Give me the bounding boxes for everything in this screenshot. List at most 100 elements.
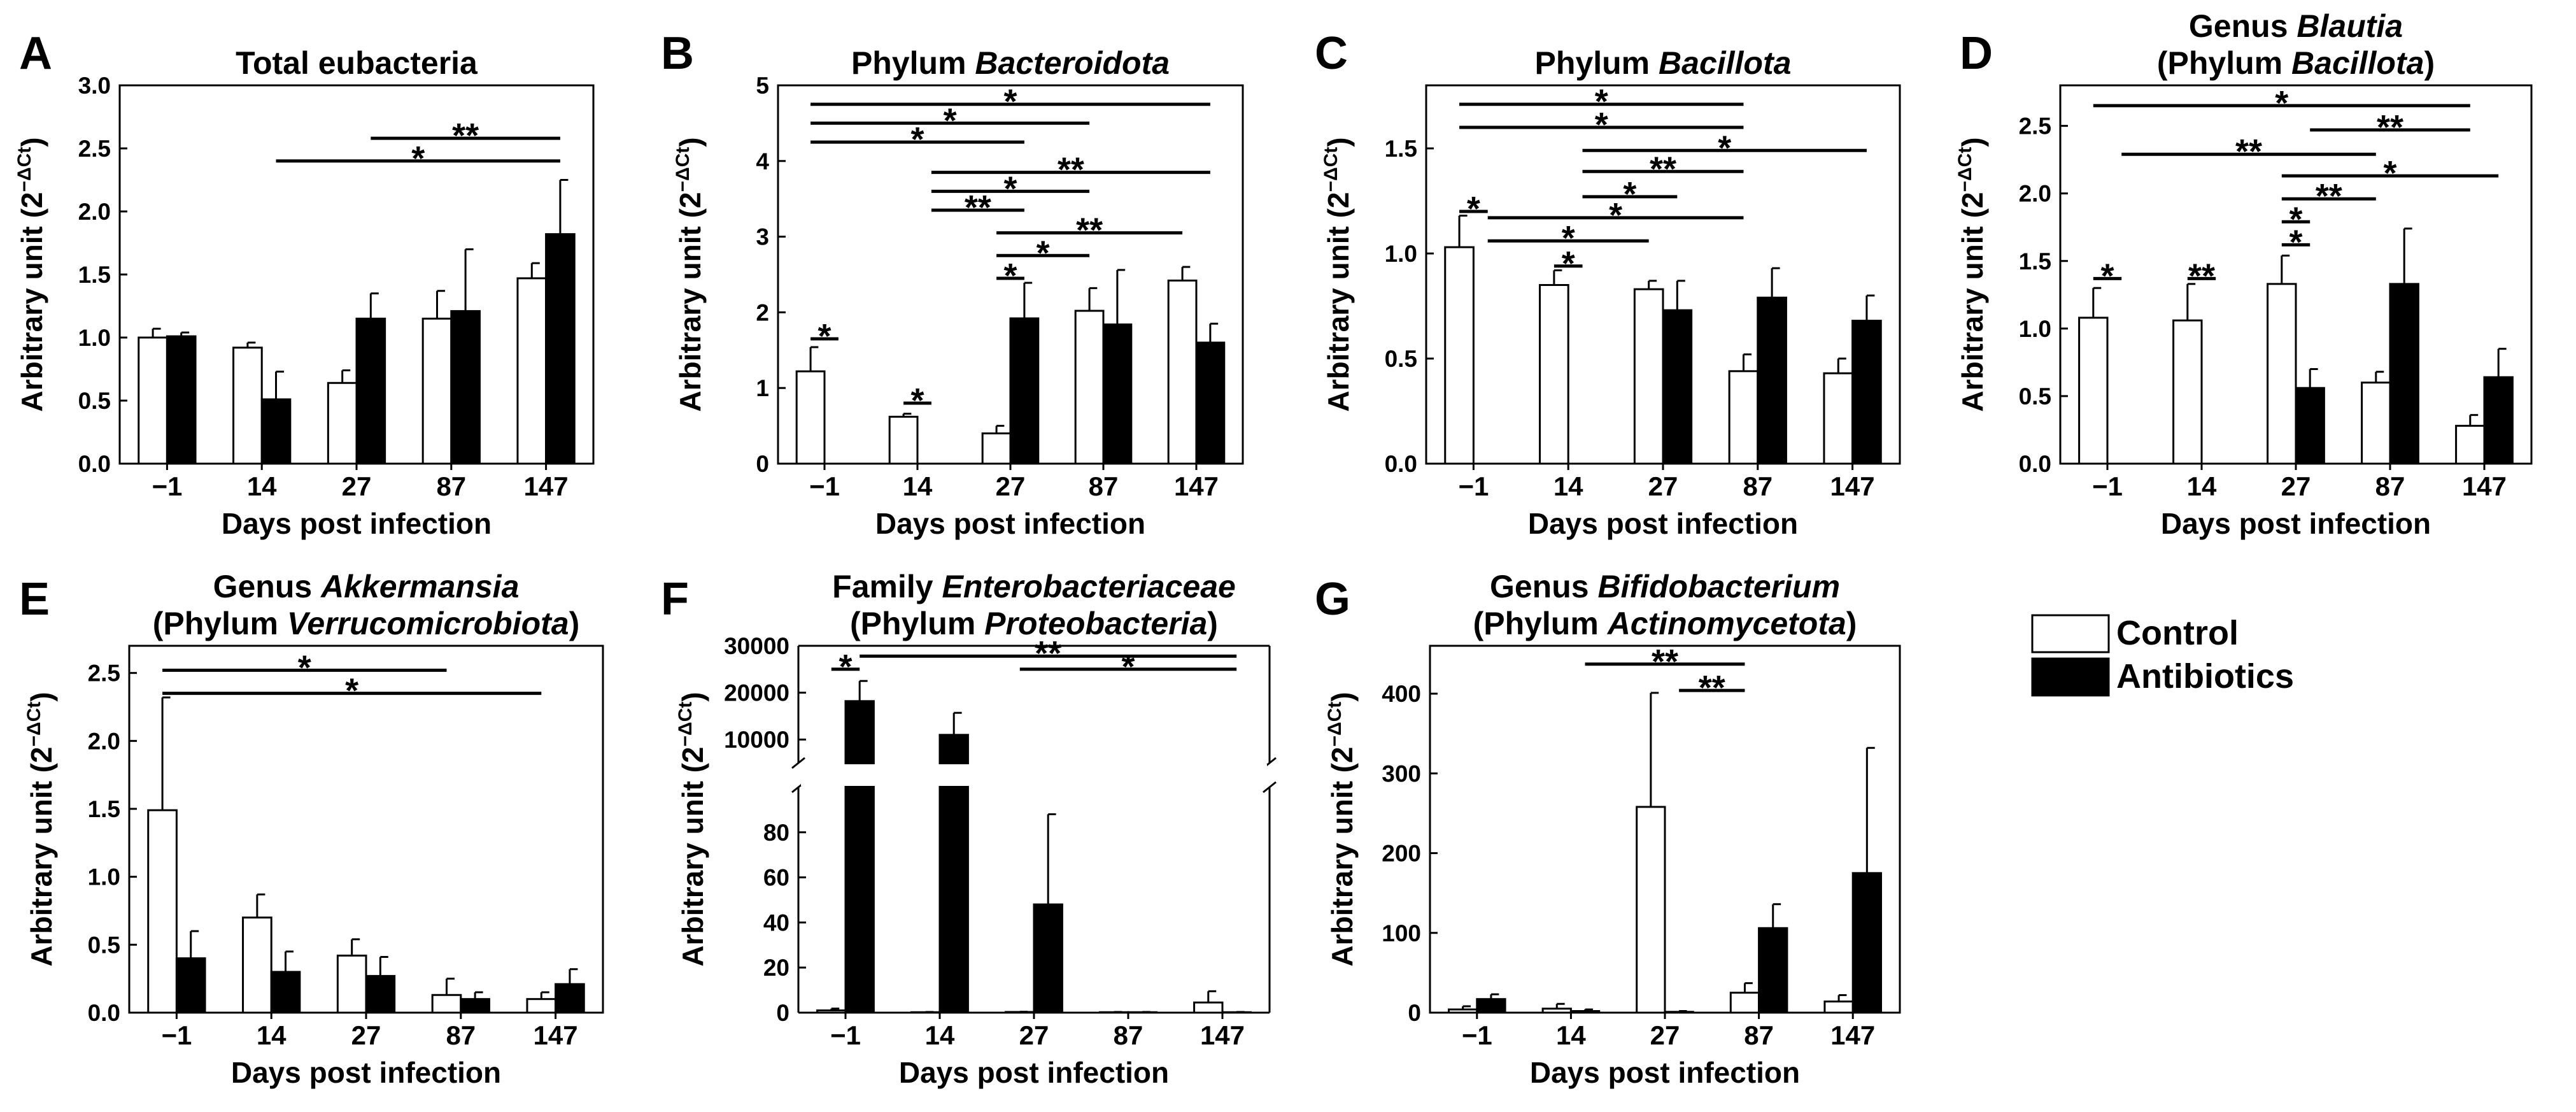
bar-control: [1541, 1008, 1572, 1014]
chart-title-segment: Bifidobacterium: [1597, 569, 1840, 604]
bar-control: [816, 1009, 847, 1014]
chart-panel-c: C Phylum Bacillota 0.0 0.5 1.0 1.5 Arbitrary u…: [1315, 28, 1901, 540]
bar-antibiotics: [270, 971, 301, 1014]
y-axis-label-part: ): [674, 137, 707, 146]
bar-antibiotics: [1009, 317, 1040, 465]
significance-label: *: [2289, 200, 2302, 238]
legend-label-antibiotics: Antibiotics: [2116, 657, 2294, 695]
panel-letter: C: [1315, 28, 1348, 79]
x-tick-label: 27: [1648, 471, 1678, 501]
y-tick-label: 30000: [724, 633, 789, 659]
chart-title-segment: ): [2424, 45, 2435, 81]
y-axis-label-part: Arbitrary unit (2: [674, 192, 707, 412]
legend-swatch-control: [2031, 614, 2110, 653]
bar-antibiotics: [1851, 872, 1882, 1014]
chart-title-segment: Bacteroidota: [975, 45, 1170, 81]
x-tick-label: −1: [161, 1020, 192, 1050]
y-axis-label-part: ): [1322, 137, 1355, 146]
y-tick-label: 60: [763, 865, 789, 891]
chart-title-segment: Genus: [213, 569, 321, 604]
significance-label: *: [944, 101, 957, 139]
x-tick-label: 147: [1200, 1020, 1245, 1050]
bar-antibiotics: [555, 983, 585, 1014]
x-tick-label: 87: [2375, 471, 2405, 501]
y-tick-label: 0.5: [78, 388, 111, 414]
chart-title-segment: Verrucomicrobiota: [287, 606, 569, 641]
legend-swatch-antibiotics: [2031, 657, 2110, 697]
significance-label: **: [2316, 177, 2342, 215]
chart-title-segment: Family: [832, 569, 942, 604]
x-tick-label: 14: [257, 1020, 287, 1050]
significance-label: *: [1467, 190, 1480, 228]
axis-break-mark: [791, 757, 805, 769]
y-axis-label-part: −ΔCt: [1955, 147, 1976, 192]
x-tick-label: 87: [1744, 1020, 1774, 1050]
chart-panel-a: A Total eubacteria 0.0 0.5 1.0 1.5 2.0 2.5 3.0 Ar…: [14, 28, 595, 540]
y-tick-label: 3.0: [78, 73, 111, 99]
bar-control: [516, 277, 548, 465]
y-axis-label-part: ): [1326, 692, 1359, 701]
bar-antibiotics: [365, 974, 396, 1014]
significance-label: *: [2100, 257, 2114, 295]
y-tick-label: 5: [756, 73, 769, 99]
significance-label: *: [910, 381, 924, 420]
x-tick-label: 27: [2281, 471, 2311, 501]
x-axis-label: Days post infection: [222, 507, 492, 540]
significance-label: *: [1718, 129, 1731, 167]
chart-title-segment: (Phylum: [153, 606, 287, 641]
significance-label: *: [2289, 223, 2302, 261]
x-tick-label: 14: [925, 1020, 955, 1050]
y-tick-label: 0.0: [2019, 451, 2051, 477]
legend-label-control: Control: [2116, 614, 2239, 652]
chart-title-segment: Akkermansia: [320, 569, 519, 604]
chart-title-segment: (Phylum: [2157, 45, 2291, 81]
bar-control: [1728, 370, 1759, 465]
x-tick-label: 14: [247, 471, 277, 501]
y-tick-label: 2.0: [88, 728, 120, 754]
y-tick-label: 1.0: [2019, 316, 2051, 342]
y-tick-label: 2.0: [2019, 181, 2051, 207]
y-axis-label: Arbitrary unit (2−ΔCt): [24, 692, 58, 966]
x-tick-label: 14: [2187, 471, 2217, 501]
x-tick-label: 87: [446, 1020, 476, 1050]
significance-label: **: [2235, 132, 2262, 171]
significance-label: **: [2188, 257, 2215, 295]
bar-control: [327, 381, 358, 465]
y-tick-label: 2.5: [78, 136, 111, 162]
x-tick-label: −1: [1462, 1020, 1492, 1050]
chart-title-segment: Genus: [1490, 569, 1597, 604]
y-axis-label-part: Arbitrary unit (2: [676, 747, 709, 967]
x-axis-label: Days post infection: [1530, 1056, 1800, 1089]
y-tick-label: 1.0: [88, 864, 120, 890]
bar-control: [1729, 992, 1760, 1014]
y-axis-label: Arbitrary unit (2−ΔCt): [1320, 137, 1355, 411]
chart-title-line: Phylum Bacteroidota: [851, 45, 1170, 81]
y-axis-label-part: −ΔCt: [675, 702, 696, 747]
y-axis-label: Arbitrary unit (2−ΔCt): [675, 692, 709, 966]
significance-label: *: [1562, 219, 1575, 257]
significance-label: *: [1595, 106, 1608, 144]
chart-title-line: (Phylum Verrucomicrobiota): [153, 606, 580, 641]
y-tick-label: 3: [756, 224, 769, 250]
significance-label: **: [965, 189, 991, 227]
y-tick-label: 0.5: [1385, 346, 1417, 372]
x-tick-label: −1: [1458, 471, 1489, 501]
bar-control: [888, 415, 919, 465]
x-tick-label: 27: [996, 471, 1026, 501]
bar-control: [2267, 283, 2297, 465]
bar-control: [1823, 1000, 1854, 1014]
x-tick-label: 147: [534, 1020, 578, 1050]
x-tick-label: −1: [830, 1020, 861, 1050]
chart-title-line: Total eubacteria: [236, 45, 478, 81]
significance-label: *: [1037, 234, 1050, 272]
x-tick-label: 87: [1114, 1020, 1143, 1050]
significance-label: *: [1121, 648, 1135, 686]
significance-label: *: [910, 120, 924, 159]
chart-title-line: (Phylum Proteobacteria): [850, 606, 1218, 641]
chart-panel-d: D Genus Blautia(Phylum Bacillota) 0.0 0.5 1.…: [1955, 8, 2533, 540]
bar-control: [1633, 288, 1664, 465]
y-axis-label-part: Arbitrary unit (2: [1956, 192, 1989, 412]
y-tick-label: 0: [1408, 1000, 1421, 1026]
bar-control: [795, 370, 826, 465]
x-tick-label: 87: [1089, 471, 1119, 501]
